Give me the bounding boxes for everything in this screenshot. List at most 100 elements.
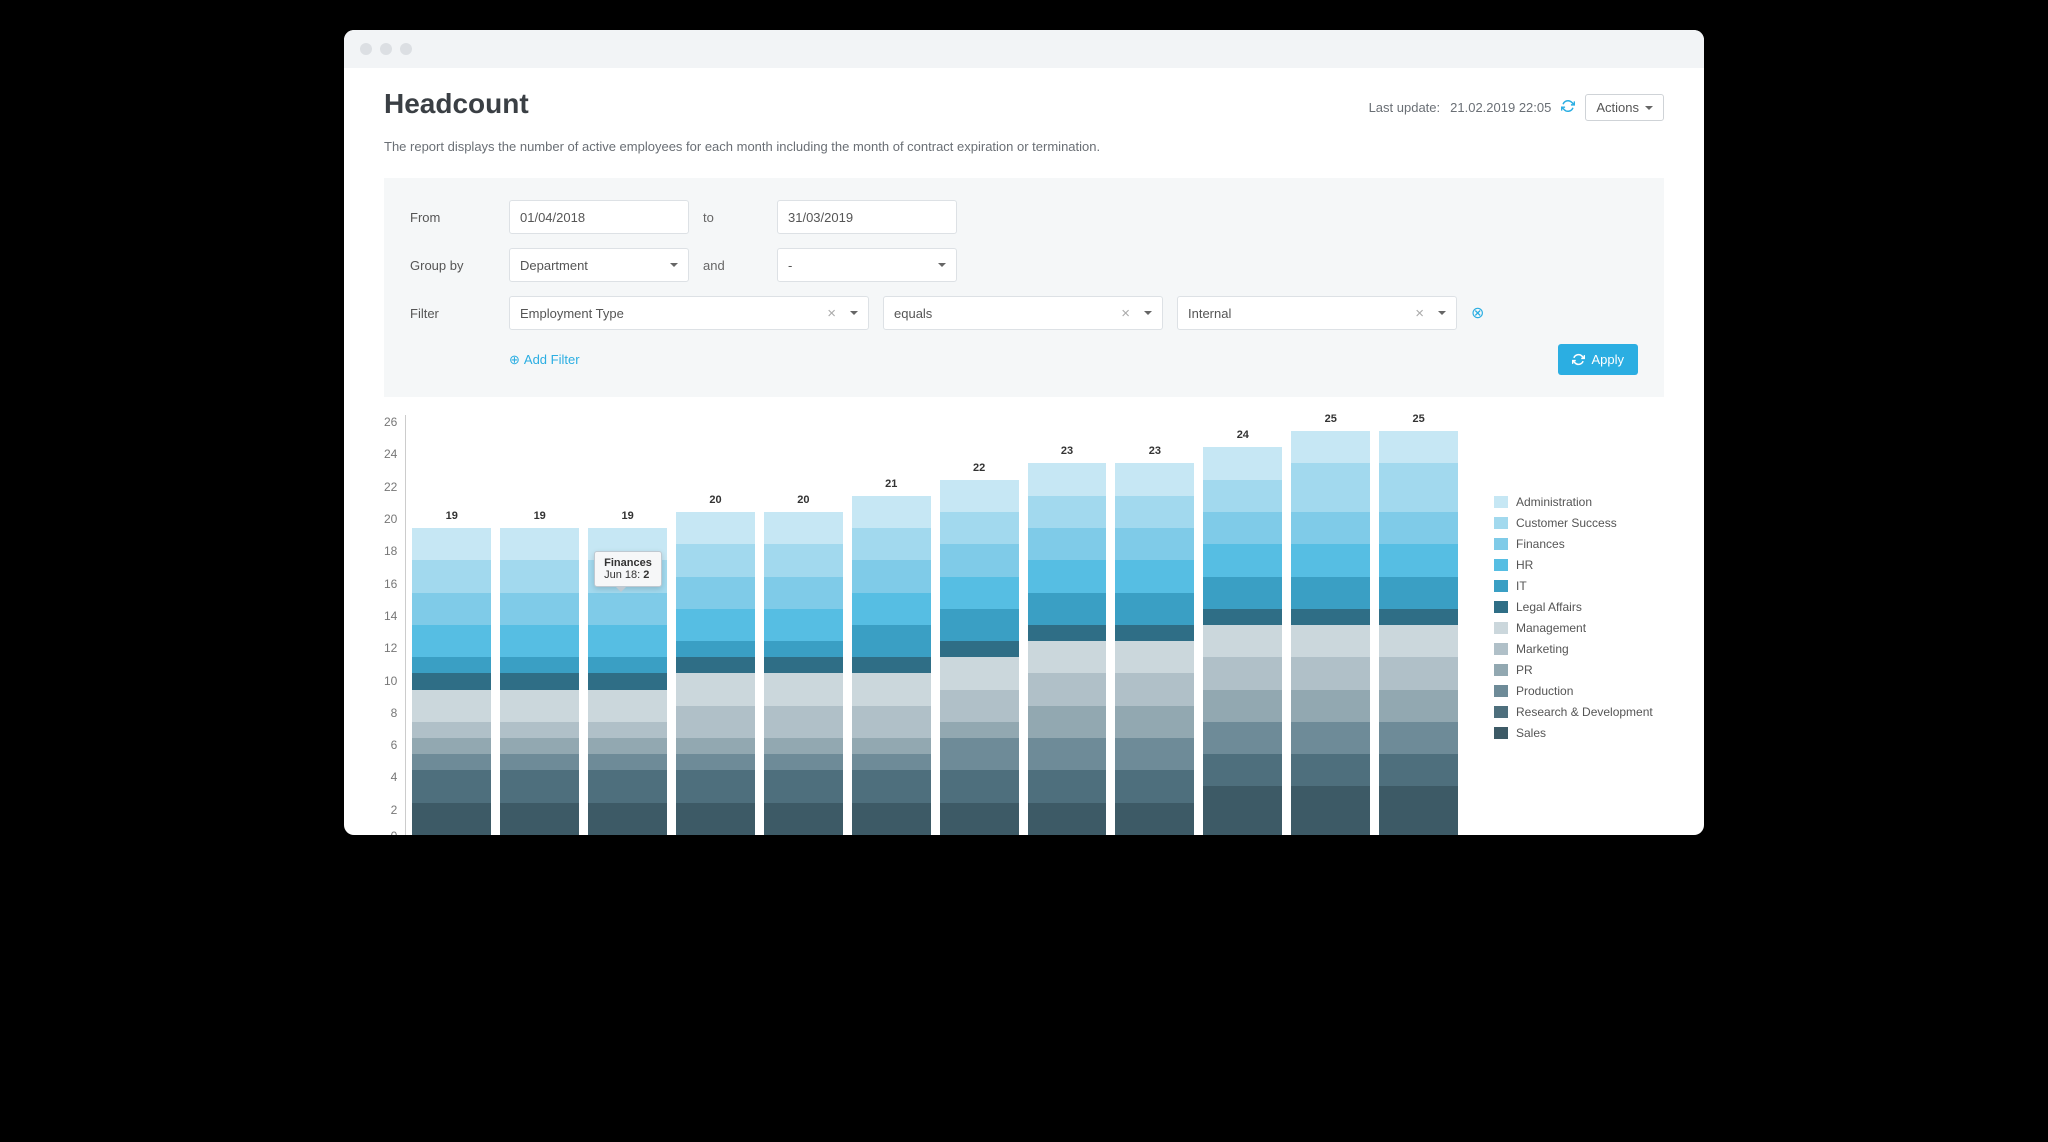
bar-segment[interactable] bbox=[588, 770, 667, 802]
legend-item[interactable]: Administration bbox=[1494, 495, 1664, 509]
bar-segment[interactable] bbox=[412, 803, 491, 835]
legend-item[interactable]: Finances bbox=[1494, 537, 1664, 551]
bar-segment[interactable] bbox=[852, 770, 931, 802]
refresh-icon[interactable] bbox=[1561, 99, 1575, 116]
legend-item[interactable]: HR bbox=[1494, 558, 1664, 572]
bar-segment[interactable] bbox=[852, 738, 931, 754]
bar-segment[interactable] bbox=[1115, 803, 1194, 835]
bar-column[interactable]: 25 bbox=[1291, 431, 1370, 835]
bar-segment[interactable] bbox=[500, 754, 579, 770]
bar-segment[interactable] bbox=[1028, 625, 1107, 641]
bar-segment[interactable] bbox=[1291, 754, 1370, 786]
bar-segment[interactable] bbox=[412, 560, 491, 592]
bar-segment[interactable] bbox=[764, 512, 843, 544]
bar-segment[interactable] bbox=[1115, 770, 1194, 802]
bar-segment[interactable] bbox=[852, 625, 931, 657]
bar-segment[interactable] bbox=[852, 706, 931, 738]
bar-segment[interactable] bbox=[852, 803, 931, 835]
bar-segment[interactable] bbox=[1115, 463, 1194, 495]
bar-segment[interactable] bbox=[676, 673, 755, 705]
bar-column[interactable]: 20 bbox=[764, 512, 843, 835]
bar-segment[interactable] bbox=[1291, 431, 1370, 463]
bar-segment[interactable] bbox=[1379, 754, 1458, 786]
bar-segment[interactable] bbox=[676, 803, 755, 835]
bar-segment[interactable] bbox=[676, 512, 755, 544]
actions-button[interactable]: Actions bbox=[1585, 94, 1664, 121]
bar-segment[interactable] bbox=[1203, 577, 1282, 609]
bar-segment[interactable] bbox=[1379, 577, 1458, 609]
bar-segment[interactable] bbox=[1203, 657, 1282, 689]
bar-segment[interactable] bbox=[940, 512, 1019, 544]
groupby-select[interactable]: Department bbox=[509, 248, 689, 282]
bar-segment[interactable] bbox=[500, 770, 579, 802]
bar-segment[interactable] bbox=[852, 528, 931, 560]
bar-segment[interactable] bbox=[1203, 480, 1282, 512]
bar-segment[interactable] bbox=[852, 560, 931, 592]
legend-item[interactable]: Customer Success bbox=[1494, 516, 1664, 530]
bar-column[interactable]: 23 bbox=[1028, 463, 1107, 835]
bar-segment[interactable] bbox=[1028, 593, 1107, 625]
bar-segment[interactable] bbox=[500, 528, 579, 560]
add-filter-button[interactable]: ⊕ Add Filter bbox=[509, 352, 580, 368]
bar-segment[interactable] bbox=[1115, 625, 1194, 641]
bar-column[interactable]: 21 bbox=[852, 496, 931, 835]
filter-field-select[interactable]: Employment Type × bbox=[509, 296, 869, 330]
bar-segment[interactable] bbox=[1115, 593, 1194, 625]
legend-item[interactable]: IT bbox=[1494, 579, 1664, 593]
bar-segment[interactable] bbox=[412, 593, 491, 625]
bar-segment[interactable] bbox=[1115, 560, 1194, 592]
legend-item[interactable]: Legal Affairs bbox=[1494, 600, 1664, 614]
bar-segment[interactable] bbox=[412, 690, 491, 722]
bar-column[interactable]: 25 bbox=[1379, 431, 1458, 835]
bar-segment[interactable] bbox=[588, 593, 667, 625]
bar-segment[interactable] bbox=[940, 803, 1019, 835]
bar-column[interactable]: 19FinancesJun 18: 2 bbox=[588, 528, 667, 835]
bar-segment[interactable] bbox=[764, 641, 843, 657]
bar-segment[interactable] bbox=[1028, 463, 1107, 495]
filter-value-select[interactable]: Internal × bbox=[1177, 296, 1457, 330]
legend-item[interactable]: Production bbox=[1494, 684, 1664, 698]
bar-segment[interactable] bbox=[1028, 770, 1107, 802]
bar-column[interactable]: 19 bbox=[412, 528, 491, 835]
bar-segment[interactable] bbox=[412, 738, 491, 754]
bar-segment[interactable] bbox=[852, 657, 931, 673]
legend-item[interactable]: Research & Development bbox=[1494, 705, 1664, 719]
bar-segment[interactable] bbox=[412, 625, 491, 657]
bar-segment[interactable] bbox=[1379, 722, 1458, 754]
bar-segment[interactable] bbox=[1203, 690, 1282, 722]
bar-segment[interactable] bbox=[676, 641, 755, 657]
bar-segment[interactable] bbox=[940, 690, 1019, 722]
bar-segment[interactable] bbox=[676, 706, 755, 738]
bar-segment[interactable] bbox=[412, 673, 491, 689]
bar-segment[interactable] bbox=[1203, 447, 1282, 479]
bar-segment[interactable] bbox=[500, 690, 579, 722]
bar-segment[interactable] bbox=[1115, 706, 1194, 738]
bar-segment[interactable] bbox=[764, 738, 843, 754]
bar-segment[interactable] bbox=[1379, 431, 1458, 463]
bar-segment[interactable] bbox=[940, 480, 1019, 512]
bar-segment[interactable] bbox=[588, 803, 667, 835]
clear-icon[interactable]: × bbox=[827, 305, 836, 322]
bar-segment[interactable] bbox=[1028, 803, 1107, 835]
bar-segment[interactable] bbox=[1291, 609, 1370, 625]
bar-column[interactable]: 23 bbox=[1115, 463, 1194, 835]
bar-segment[interactable] bbox=[764, 657, 843, 673]
bar-segment[interactable] bbox=[1028, 560, 1107, 592]
bar-segment[interactable] bbox=[676, 738, 755, 754]
bar-segment[interactable] bbox=[1203, 512, 1282, 544]
bar-segment[interactable] bbox=[764, 577, 843, 609]
bar-segment[interactable] bbox=[676, 770, 755, 802]
bar-column[interactable]: 19 bbox=[500, 528, 579, 835]
bar-column[interactable]: 22 bbox=[940, 480, 1019, 835]
bar-segment[interactable] bbox=[1028, 528, 1107, 560]
bar-segment[interactable] bbox=[500, 657, 579, 673]
bar-segment[interactable] bbox=[1115, 528, 1194, 560]
bar-column[interactable]: 20 bbox=[676, 512, 755, 835]
filter-op-select[interactable]: equals × bbox=[883, 296, 1163, 330]
bar-segment[interactable] bbox=[1115, 641, 1194, 673]
bar-segment[interactable] bbox=[500, 738, 579, 754]
bar-segment[interactable] bbox=[764, 609, 843, 641]
clear-icon[interactable]: × bbox=[1121, 305, 1130, 322]
bar-segment[interactable] bbox=[588, 754, 667, 770]
bar-segment[interactable] bbox=[588, 673, 667, 689]
